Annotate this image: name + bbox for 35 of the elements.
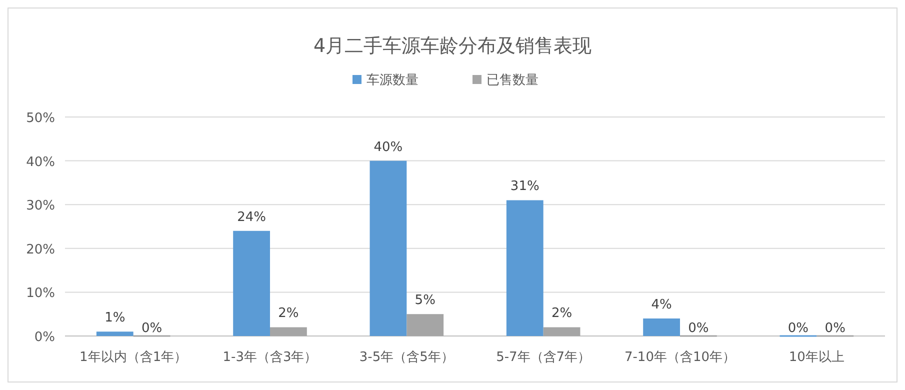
data-label: 0% xyxy=(688,321,709,336)
data-label: 2% xyxy=(551,306,572,322)
bar xyxy=(233,230,270,336)
y-tick-label: 0% xyxy=(34,330,55,345)
x-tick-label: 10年以上 xyxy=(788,350,844,365)
data-label: 0% xyxy=(788,321,809,336)
bar xyxy=(96,332,134,336)
bar xyxy=(370,160,407,336)
legend-label: 已售数量 xyxy=(486,73,538,88)
y-tick-label: 30% xyxy=(26,198,55,214)
bar xyxy=(543,327,580,336)
bar xyxy=(270,327,307,336)
data-label: 0% xyxy=(141,321,162,336)
data-label: 2% xyxy=(278,306,299,322)
x-tick-label: 5-7年（含7年） xyxy=(496,350,591,365)
legend-label: 车源数量 xyxy=(366,73,418,88)
data-label: 24% xyxy=(237,210,266,225)
data-label: 0% xyxy=(824,321,846,336)
data-label: 31% xyxy=(510,179,540,194)
x-tick-label: 3-5年（含5年） xyxy=(359,350,454,365)
x-tick-label: 7-10年（含10年） xyxy=(624,350,736,365)
bar xyxy=(643,318,680,336)
y-tick-label: 50% xyxy=(26,111,55,126)
x-tick-label: 1-3年（含3年） xyxy=(222,350,318,365)
data-label: 40% xyxy=(374,140,403,155)
bar xyxy=(406,314,444,336)
x-tick-label: 1年以内（含1年） xyxy=(80,350,188,365)
data-label: 4% xyxy=(651,297,672,312)
chart-title: 4月二手车源车龄分布及销售表现 xyxy=(313,35,592,57)
y-tick-label: 20% xyxy=(26,242,55,258)
data-label: 5% xyxy=(414,293,436,308)
y-tick-label: 40% xyxy=(26,154,55,170)
bar xyxy=(506,200,544,336)
y-tick-label: 10% xyxy=(26,286,55,302)
data-label: 1% xyxy=(104,310,126,326)
